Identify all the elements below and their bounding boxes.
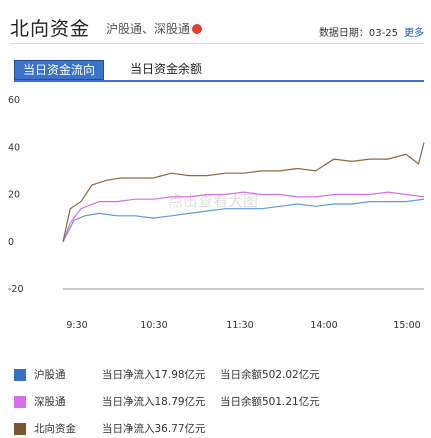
y-tick-label: 60 <box>8 95 20 106</box>
page-title: 北向资金 <box>10 18 91 40</box>
series-line-2 <box>62 142 425 242</box>
tab-daily-balance[interactable]: 当日资金余额 <box>130 62 203 76</box>
legend-name: 深股通 <box>34 396 66 408</box>
legend-remain: 当日余额501.21亿元 <box>220 396 320 408</box>
legend-swatch-sz <box>14 396 26 408</box>
x-tick-label: 10:30 <box>140 320 167 331</box>
legend-inflow: 当日净流入18.79亿元 <box>102 396 206 408</box>
y-tick-label: 0 <box>8 237 14 248</box>
tab-underline <box>14 80 424 82</box>
more-link[interactable]: 更多 <box>404 28 424 39</box>
date-area: 数据日期：03-25 更多 <box>319 24 424 39</box>
y-tick-label: 40 <box>8 142 20 153</box>
x-tick-label: 14:00 <box>310 320 337 331</box>
info-badge-icon[interactable] <box>192 24 203 34</box>
header-divider <box>10 43 424 44</box>
y-axis-labels: 60 40 20 0 -20 <box>8 95 24 295</box>
x-tick-label: 11:30 <box>226 320 253 331</box>
series-line-0 <box>62 198 425 243</box>
x-tick-label: 15:00 <box>393 320 420 331</box>
legend-swatch-sh <box>14 369 26 381</box>
legend-name: 北向资金 <box>34 423 76 435</box>
legend-name: 沪股通 <box>34 369 66 381</box>
x-axis-labels: 9:30 10:30 11:30 14:00 15:00 <box>66 320 420 331</box>
subtitle: 沪股通、深股通 <box>106 20 203 37</box>
legend-remain: 当日余额502.02亿元 <box>220 369 320 381</box>
date-label: 数据日期：03-25 <box>318 28 398 39</box>
series-lines <box>62 142 425 243</box>
tab-daily-flow[interactable]: 当日资金流向 <box>14 60 105 80</box>
legend-swatch-north <box>14 423 26 435</box>
y-tick-label: 20 <box>8 190 20 201</box>
subtitle-text: 沪股通、深股通 <box>106 22 191 36</box>
series-line-1 <box>62 191 425 243</box>
x-tick-label: 9:30 <box>66 320 87 331</box>
legend-inflow: 当日净流入36.77亿元 <box>102 423 206 435</box>
y-tick-label: -20 <box>8 284 24 295</box>
header: 北向资金 沪股通、深股通 数据日期：03-25 更多 <box>10 14 424 40</box>
legend-inflow: 当日净流入17.98亿元 <box>102 369 206 381</box>
